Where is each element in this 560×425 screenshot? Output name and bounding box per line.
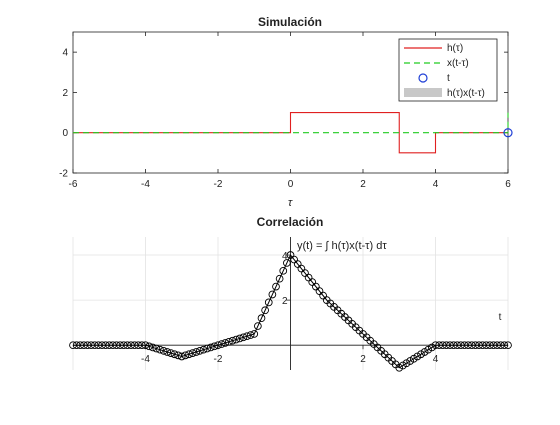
correlation-x-tick-label: -2 [214, 354, 223, 365]
simulation-x-line [73, 112, 509, 134]
correlation-point [275, 274, 284, 283]
simulation-x-tick-label: 0 [288, 179, 294, 190]
correlation-point [486, 341, 494, 350]
simulation-y-tick-label: -2 [59, 169, 68, 180]
correlation-point [196, 346, 204, 355]
correlation-x-tick-label: -4 [141, 354, 150, 365]
correlation-point [435, 341, 443, 350]
legend-label-h: h(τ) [447, 43, 463, 54]
simulation-x-tick-label: -4 [141, 179, 150, 190]
correlation-point [254, 322, 262, 330]
correlation-point [243, 332, 251, 341]
simulation-title: Simulación [258, 15, 322, 29]
correlation-point [239, 333, 248, 342]
correlation-plot: Correlación -4 -2 2 4 2 4 y(t) = ∫ h(τ)x(t-τ)… [69, 215, 512, 372]
correlation-point [232, 335, 240, 344]
correlation-x-tick-label: 2 [360, 354, 366, 365]
correlation-point [192, 348, 201, 356]
correlation-point [225, 337, 233, 346]
correlation-y-tick-label: 2 [282, 296, 288, 307]
simulation-y-tick-label: 2 [62, 88, 68, 99]
correlation-point [279, 266, 288, 275]
correlation-point [500, 341, 509, 350]
correlation-point [268, 290, 277, 299]
simulation-x-tick-label: 2 [360, 179, 366, 190]
correlation-point [123, 341, 132, 350]
correlation-point [467, 341, 476, 350]
correlation-point [246, 331, 255, 339]
correlation-point [127, 341, 135, 350]
simulation-x-tick-label: -2 [214, 179, 223, 190]
correlation-point [167, 349, 175, 357]
correlation-point [257, 314, 266, 323]
correlation-point [460, 341, 469, 350]
correlation-point [141, 341, 150, 350]
legend-swatch-product [404, 88, 442, 97]
correlation-point [163, 348, 172, 356]
correlation-point [504, 341, 512, 350]
simulation-x-label: τ [288, 197, 293, 209]
correlation-point [217, 340, 226, 348]
simulation-legend: h(τ) x(t-τ) t h(τ)x(t-τ) [398, 38, 498, 102]
correlation-point [431, 341, 440, 350]
legend-label-x: x(t-τ) [447, 58, 469, 69]
correlation-point [442, 341, 451, 350]
correlation-point [489, 341, 498, 350]
correlation-point [250, 330, 259, 338]
legend-label-product: h(τ)x(t-τ) [447, 88, 485, 99]
correlation-point [199, 345, 208, 354]
correlation-point [449, 341, 458, 350]
correlation-point [446, 341, 454, 350]
correlation-point [283, 259, 291, 267]
correlation-point [261, 306, 269, 315]
correlation-point [228, 336, 237, 345]
correlation-point [177, 352, 186, 361]
correlation-title: Correlación [257, 215, 324, 229]
simulation-y-tick-label: 0 [62, 128, 68, 139]
simulation-x-tick-label: -6 [69, 179, 78, 190]
correlation-point [482, 341, 491, 350]
correlation-point [464, 341, 472, 350]
simulation-y-tick-label: 4 [62, 48, 68, 59]
simulation-x-tick-label: 6 [505, 179, 511, 190]
correlation-point [264, 298, 273, 307]
correlation-point [148, 343, 157, 352]
correlation-point [138, 341, 146, 350]
correlation-annotation: y(t) = ∫ h(τ)x(t-τ) dτ [297, 240, 387, 252]
correlation-point [170, 350, 179, 359]
correlation-point [478, 341, 487, 350]
correlation-point [471, 341, 480, 350]
correlation-line [73, 254, 508, 369]
legend-label-t: t [447, 73, 450, 84]
correlation-point [235, 334, 244, 343]
correlation-point [221, 339, 230, 347]
simulation-plot: Simulación τ -6 -4 -2 0 2 4 6 -2 0 2 4 h(τ) x(t-τ)… [59, 15, 513, 209]
legend-swatch-t [418, 73, 428, 83]
correlation-point [156, 345, 164, 354]
simulation-t-marker [503, 128, 513, 138]
correlation-point [438, 341, 447, 350]
correlation-point [203, 344, 211, 353]
correlation-point [188, 349, 197, 357]
correlation-point [181, 351, 190, 360]
correlation-point [214, 341, 222, 350]
correlation-y-tick-label: 4 [282, 251, 288, 262]
correlation-x-tick-label: 4 [433, 354, 439, 365]
correlation-point [272, 282, 280, 291]
correlation-point [185, 350, 193, 359]
correlation-point [475, 341, 483, 350]
correlation-point [159, 346, 168, 355]
simulation-h-line [73, 112, 508, 154]
correlation-point [493, 341, 501, 350]
correlation-point [152, 344, 161, 353]
correlation-point [457, 341, 465, 350]
correlation-point [453, 341, 462, 350]
correlation-point [496, 341, 505, 350]
simulation-x-tick-label: 4 [433, 179, 439, 190]
correlation-point [145, 342, 153, 351]
correlation-point [206, 343, 215, 352]
correlation-point [210, 342, 219, 351]
correlation-x-label: t [499, 312, 502, 323]
